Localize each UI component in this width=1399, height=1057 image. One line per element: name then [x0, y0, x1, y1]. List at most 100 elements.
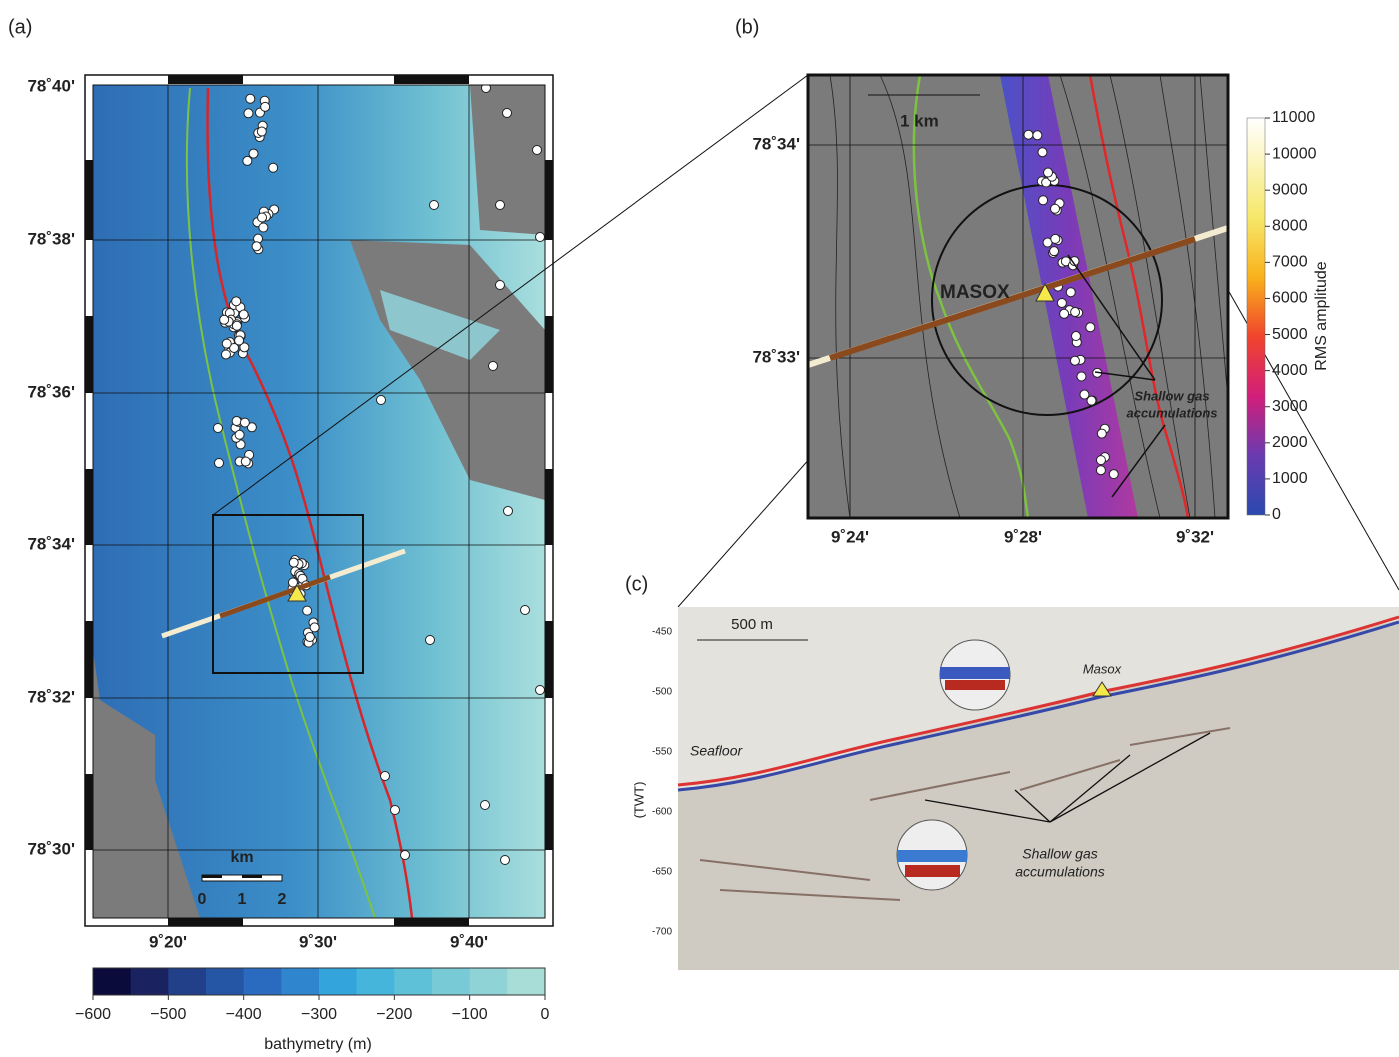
colorbar-tick-label: 9000 — [1272, 181, 1308, 198]
colorbar-tick-label: 0 — [541, 1006, 550, 1023]
colorbar-segment — [507, 968, 545, 995]
axis-label: (TWT) — [631, 782, 646, 819]
colorbar-tick-label: 8000 — [1272, 217, 1308, 234]
colorbar-segment — [168, 968, 206, 995]
colorbar-segment — [394, 968, 432, 995]
annotation: Shallow gas — [1022, 846, 1098, 862]
colorbar-tick-label: 1000 — [1272, 470, 1308, 487]
lat-label: 78˚34' — [27, 534, 75, 553]
seep-site — [1039, 196, 1048, 205]
colorbar-segment — [319, 968, 357, 995]
frame-segment — [168, 918, 243, 926]
panel-label: (a) — [8, 16, 32, 38]
lat-label: 78˚33' — [752, 347, 800, 366]
frame-segment — [85, 621, 93, 698]
colorbar-tick-label: −500 — [150, 1006, 186, 1023]
colorbar-tick-label: 7000 — [1272, 254, 1308, 271]
colorbar-tick-label: 6000 — [1272, 290, 1308, 307]
seep-site — [1109, 470, 1118, 479]
colorbar-tick-label: 2000 — [1272, 434, 1308, 451]
lat-label: 78˚30' — [27, 839, 75, 858]
colorbar-segment — [281, 968, 319, 995]
seep-site — [1024, 130, 1033, 139]
depth-tick-label: -700 — [652, 927, 672, 938]
frame-segment — [394, 75, 469, 84]
scale-tick-label: 0 — [198, 891, 207, 908]
seep-site — [1033, 131, 1042, 140]
seep-site — [1096, 466, 1105, 475]
frame-segment — [85, 316, 93, 393]
seep-site — [1097, 429, 1106, 438]
colorbar-segment — [131, 968, 169, 995]
seep-site — [1096, 456, 1105, 465]
colorbar-tick-label: 4000 — [1272, 362, 1308, 379]
inset-reflector — [905, 865, 960, 877]
map-a: km 012 78˚40'78˚38'78˚36'78˚34'78˚32'78˚… — [27, 75, 553, 1053]
frame-segment — [85, 160, 93, 240]
colorbar-label: RMS amplitude — [1313, 261, 1330, 370]
depth-tick-label: -550 — [652, 747, 672, 758]
map-b: 1 km MASOX Shallow gas accumulations 78˚… — [752, 75, 1330, 546]
figure: (a) (b) (c) km 012 78˚40'78˚38'78˚36'78˚… — [0, 0, 1399, 1057]
frame-segment — [85, 469, 93, 545]
frame-segment — [394, 918, 469, 926]
lat-label: 78˚36' — [27, 382, 75, 401]
seep-site — [1051, 204, 1060, 213]
inset-reflector — [945, 680, 1005, 690]
colorbar-segment — [470, 968, 508, 995]
seep-site — [1086, 323, 1095, 332]
annotation: accumulations — [1126, 405, 1217, 420]
colorbar-tick-label: 11000 — [1272, 109, 1315, 126]
inset-reflector — [897, 850, 967, 862]
colorbar-tick-label: 0 — [1272, 506, 1281, 523]
colorbar-segment — [206, 968, 244, 995]
seep-site — [1071, 308, 1080, 317]
lon-label: 9˚32' — [1176, 527, 1214, 546]
scale-tick-label: 1 — [238, 891, 247, 908]
frame-segment — [168, 75, 243, 84]
colorbar-tick-label: −400 — [226, 1006, 262, 1023]
lon-label: 9˚20' — [149, 932, 187, 951]
seep-site — [1050, 247, 1059, 256]
scale-bar — [202, 875, 222, 878]
seep-site — [1070, 356, 1079, 365]
colorbar-tick-label: −300 — [301, 1006, 337, 1023]
seep-site — [1060, 309, 1069, 318]
lon-label: 9˚40' — [450, 932, 488, 951]
depth-tick-label: -650 — [652, 867, 672, 878]
seep-site — [1066, 288, 1075, 297]
frame-segment — [545, 621, 553, 698]
frame-segment — [85, 774, 93, 850]
colorbar-tick-label: 5000 — [1272, 326, 1308, 343]
lat-label: 78˚32' — [27, 687, 75, 706]
site-label: MASOX — [940, 282, 1010, 303]
colorbar-tick-label: −100 — [452, 1006, 488, 1023]
lat-label: 78˚40' — [27, 76, 75, 95]
lat-label: 78˚38' — [27, 229, 75, 248]
colorbar — [1247, 118, 1265, 515]
depth-tick-label: -450 — [652, 627, 672, 638]
colorbar-label: bathymetry (m) — [264, 1036, 372, 1053]
map-frame — [85, 75, 553, 926]
seep-site — [1051, 234, 1060, 243]
scale-bar — [242, 875, 262, 878]
colorbar-segment — [93, 968, 131, 995]
site-label: Masox — [1083, 661, 1122, 676]
seep-site — [1044, 168, 1053, 177]
colorbar-tick-label: 10000 — [1272, 145, 1317, 162]
seep-site — [1057, 298, 1066, 307]
seafloor-label: Seafloor — [690, 743, 743, 759]
scale-label: 1 km — [900, 111, 939, 130]
seep-site — [1087, 396, 1096, 405]
colorbar-tick-label: 3000 — [1272, 398, 1308, 415]
lat-label: 78˚34' — [752, 134, 800, 153]
scale-tick-label: 2 — [278, 891, 287, 908]
seismic-section: 500 m Masox Seafloor Shallow gas accumul… — [631, 607, 1399, 970]
frame-segment — [545, 774, 553, 850]
colorbar-tick-label: −200 — [376, 1006, 412, 1023]
frame-segment — [545, 316, 553, 393]
annotation: accumulations — [1015, 864, 1105, 880]
colorbar-segment — [244, 968, 282, 995]
seep-site — [1077, 372, 1086, 381]
panel-label: (c) — [625, 573, 648, 595]
